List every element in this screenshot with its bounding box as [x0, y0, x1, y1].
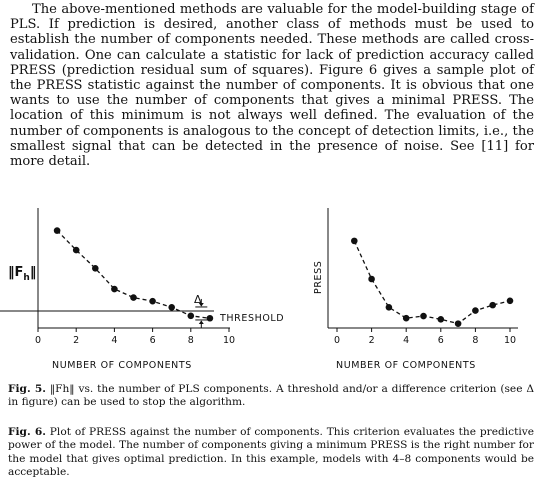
x-tick-label: 6: [150, 335, 156, 346]
fig5-curve: [56, 230, 210, 319]
figure-6-caption: Fig. 6. Plot of PRESS against the number…: [8, 426, 534, 480]
data-point: [368, 275, 375, 283]
fig6-y-label: PRESS: [313, 261, 324, 294]
figures-area: ‖Fh‖ 0 2 4 6 8 10 THRESHOLD Δ NUMBER OF COMPO…: [0, 190, 540, 380]
data-point: [437, 315, 445, 323]
fig5-caption-label: Fig. 5.: [8, 383, 46, 395]
x-tick-label: 4: [111, 335, 117, 346]
x-tick-label: 8: [188, 335, 194, 346]
data-point: [472, 307, 479, 314]
delta-arrowhead-top: [198, 302, 204, 307]
fig5-x-label: NUMBER OF COMPONENTS: [52, 360, 192, 371]
figure-6-chart: PRESS 0 2 4 6 8 10 NUMBER OF COMPONENTS: [313, 208, 518, 371]
data-point: [168, 304, 175, 311]
data-point: [92, 265, 99, 272]
figure-5-chart: ‖Fh‖ 0 2 4 6 8 10 THRESHOLD Δ NUMBER OF COMPO…: [0, 208, 284, 371]
fig5-y-label: ‖Fh‖: [8, 265, 36, 283]
figure-5-caption: Fig. 5. ‖Fh‖ vs. the number of PLS compo…: [8, 383, 534, 410]
fig6-caption-text: Plot of PRESS against the number of comp…: [8, 426, 534, 479]
fig6-curve: [353, 240, 511, 325]
data-point: [111, 285, 118, 293]
data-point: [420, 312, 427, 320]
data-point: [351, 237, 358, 245]
data-point: [149, 297, 156, 305]
fig6-x-label: NUMBER OF COMPONENTS: [336, 360, 476, 371]
x-tick-label: 10: [223, 335, 235, 346]
data-point: [187, 312, 195, 320]
data-point: [385, 304, 393, 311]
delta-arrowhead-bottom: [198, 320, 204, 324]
x-tick-label: 8: [472, 335, 478, 346]
data-point: [402, 314, 410, 322]
x-tick-label: 2: [73, 335, 79, 346]
x-tick-label: 10: [504, 335, 516, 346]
fig5-delta-label: Δ: [194, 293, 202, 306]
data-point: [454, 320, 462, 327]
fig5-caption-text: ‖Fh‖ vs. the number of PLS components. A…: [8, 383, 535, 409]
fig5-threshold-label: THRESHOLD: [219, 313, 284, 324]
x-tick-label: 6: [438, 335, 444, 346]
x-tick-label: 4: [403, 335, 409, 346]
data-point: [506, 297, 514, 305]
data-point: [72, 246, 80, 254]
data-point: [206, 314, 214, 322]
x-tick-label: 0: [334, 335, 340, 346]
data-point: [489, 301, 496, 309]
x-tick-label: 2: [369, 335, 375, 346]
data-point: [53, 227, 61, 234]
fig6-caption-label: Fig. 6.: [8, 426, 46, 438]
x-tick-label: 0: [35, 335, 41, 346]
data-point: [130, 294, 137, 301]
body-paragraph: The above-mentioned methods are valuable…: [10, 2, 534, 170]
